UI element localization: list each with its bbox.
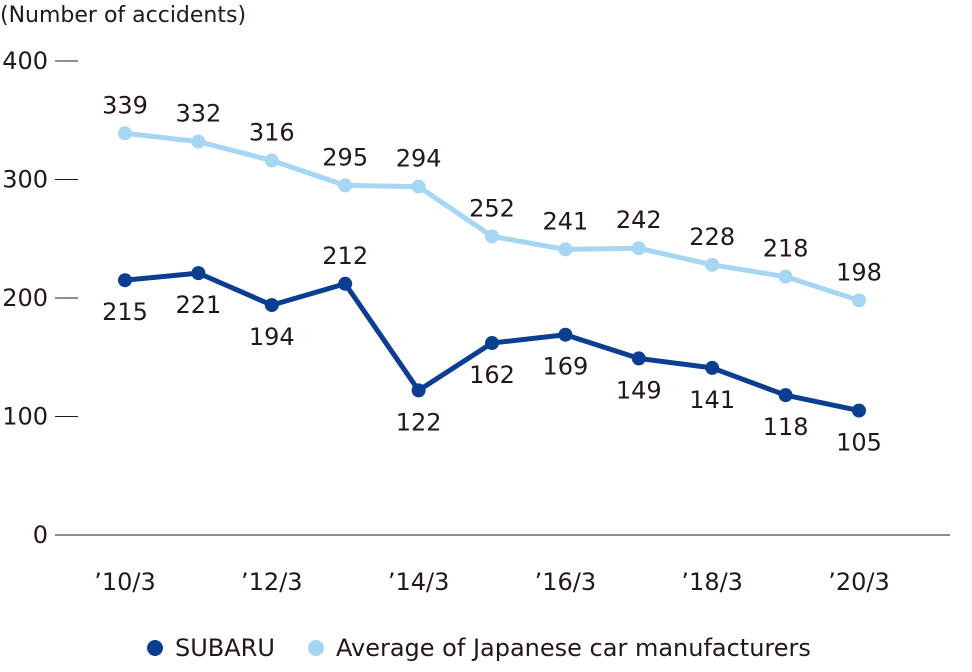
data-point [338, 178, 353, 193]
data-point [118, 126, 132, 141]
x-axis: ’10/3 ’12/3 ’14/3 ’16/3 ’18/3 ’20/3 [55, 534, 950, 596]
x-tick-label: ’16/3 [535, 568, 597, 596]
series-subaru: 215 221 194 212 122 162 169 149 141 118 105 [102, 242, 882, 457]
x-tick-label: ’20/3 [828, 568, 890, 596]
legend: SUBARU Average of Japanese car manufactur… [147, 634, 811, 662]
data-label: 215 [102, 298, 148, 326]
x-tick-label: ’14/3 [388, 568, 450, 596]
data-point [264, 153, 279, 168]
y-tick-label: 200 [2, 284, 48, 312]
y-axis: 0 100 200 300 400 [2, 47, 78, 549]
series-average-of-japanese-car-manufacturers: 339 332 316 295 294 252 241 242 228 218 198 [102, 91, 882, 308]
data-label: 118 [763, 413, 809, 441]
data-label: 252 [469, 194, 515, 222]
legend-marker [308, 640, 324, 656]
data-point [631, 241, 646, 256]
data-label: 198 [836, 258, 882, 286]
x-tick-label: ’10/3 [94, 568, 156, 596]
data-point [631, 351, 646, 366]
data-point [558, 242, 573, 257]
legend-marker [147, 640, 163, 656]
data-label: 169 [542, 353, 588, 381]
data-point [191, 134, 206, 149]
data-point [338, 276, 353, 291]
data-point [191, 266, 206, 281]
y-tick-label: 0 [33, 521, 48, 549]
y-tick-label: 400 [2, 47, 48, 75]
legend-label: SUBARU [175, 634, 275, 662]
data-point [264, 298, 279, 313]
y-tick-label: 300 [2, 166, 48, 194]
data-label: 316 [249, 119, 295, 147]
data-point [485, 336, 499, 351]
data-label: 332 [175, 100, 221, 128]
data-point [778, 269, 793, 284]
data-label: 221 [175, 291, 221, 319]
data-label: 218 [763, 235, 809, 263]
data-point [852, 403, 866, 418]
data-point [411, 383, 426, 398]
data-label: 242 [616, 206, 662, 234]
data-label: 294 [396, 145, 442, 173]
data-point [778, 388, 793, 403]
data-label: 141 [689, 386, 735, 414]
data-label: 162 [469, 361, 515, 389]
data-label: 295 [322, 143, 368, 171]
data-label: 122 [396, 408, 442, 436]
x-tick-label: ’18/3 [681, 568, 743, 596]
data-label: 339 [102, 91, 148, 119]
y-tick-label: 100 [2, 403, 48, 431]
data-label: 149 [616, 376, 662, 404]
legend-item: SUBARU [147, 634, 275, 662]
data-label: 212 [322, 242, 368, 270]
data-label: 228 [689, 223, 735, 251]
series-layer: 339 332 316 295 294 252 241 242 228 218 198 215 221 1… [102, 91, 882, 456]
data-label: 241 [542, 207, 588, 235]
data-point [852, 293, 866, 308]
x-tick-label: ’12/3 [241, 568, 303, 596]
data-label: 194 [249, 323, 295, 351]
legend-item: Average of Japanese car manufacturers [308, 634, 811, 662]
data-point [558, 327, 573, 342]
data-point [118, 273, 132, 288]
data-point [705, 360, 720, 375]
legend-label: Average of Japanese car manufacturers [336, 634, 811, 662]
data-point [485, 229, 499, 244]
data-label: 105 [836, 429, 882, 457]
data-point [411, 179, 426, 194]
data-point [705, 257, 720, 272]
y-axis-label: (Number of accidents) [0, 3, 246, 28]
